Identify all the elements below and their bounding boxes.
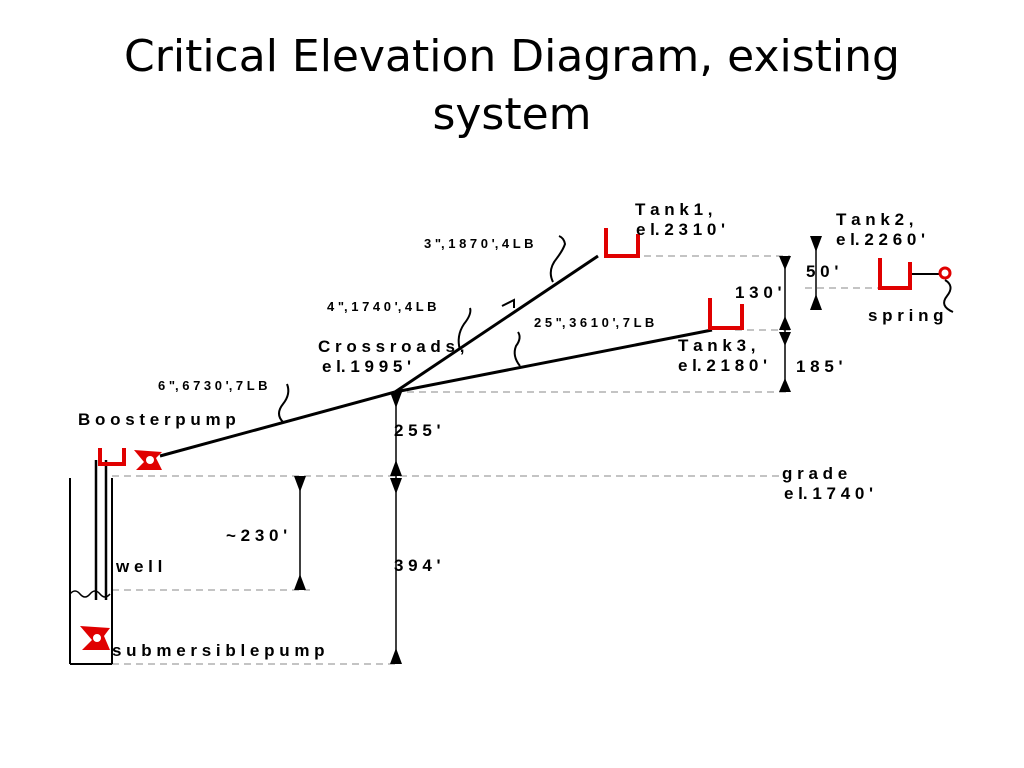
tank2-name: T a n k 2 , — [836, 210, 913, 229]
pipe1-note: 6 ", 6 7 3 0 ', 7 L B — [158, 378, 267, 393]
elevation-guides — [112, 255, 895, 665]
submersible-pump-label: s u b m e r s i b l e p u m p — [112, 641, 325, 660]
leader-pipe4 — [513, 331, 521, 367]
pipe3-note: 3 ", 1 8 7 0 ', 4 L B — [424, 236, 533, 251]
grade-label: g r a d e — [782, 464, 847, 483]
crossroads-name: C r o s s r o a d s , — [318, 337, 464, 356]
dimension-255: 2 5 5 ' — [394, 421, 441, 440]
title-line-2: system — [432, 89, 592, 140]
tank3-name: T a n k 3 , — [678, 336, 755, 355]
dimension-230: ~ 2 3 0 ' — [226, 526, 287, 545]
pipe-note-leaders — [278, 235, 954, 423]
submersible-pump-icon — [80, 626, 110, 650]
dimension-185: 1 8 5 ' — [796, 357, 843, 376]
dimension-lines — [294, 236, 822, 664]
tank3-elevation: e l. 2 1 8 0 ' — [678, 356, 767, 375]
title-line-1: Critical Elevation Diagram, existing — [124, 31, 900, 82]
pipe2-note: 4 ", 1 7 4 0 ', 4 L B — [327, 299, 436, 314]
pipe4-note: 2 5 ", 3 6 1 0 ', 7 L B — [534, 315, 654, 330]
leader-pipe1 — [278, 383, 290, 423]
leader-pipe2 — [457, 307, 472, 351]
leader-spring — [943, 279, 954, 313]
spring-valve-icon — [938, 266, 952, 280]
pipe-booster-to-crossroads — [159, 390, 396, 458]
leader-pipe3 — [549, 235, 567, 283]
pipes — [159, 254, 945, 458]
crossroads-elevation: e l. 1 9 9 5 ' — [322, 357, 411, 376]
booster-pump-icon — [134, 450, 162, 470]
slide-title: Critical Elevation Diagram, existing sys… — [0, 28, 1024, 144]
grade-elevation: e l. 1 7 4 0 ' — [784, 484, 873, 503]
tee-mark — [501, 298, 515, 308]
well-shaft — [69, 460, 113, 665]
booster-pump-label: B o o s t e r p u m p — [78, 410, 236, 429]
pipe-crossroads-to-tank1 — [394, 254, 599, 394]
dimension-50: 5 0 ' — [806, 262, 838, 281]
booster-tank-icon — [98, 448, 126, 466]
spring-label: s p r i n g — [868, 306, 944, 325]
dimension-394: 3 9 4 ' — [394, 556, 441, 575]
tank2-elevation: e l. 2 2 6 0 ' — [836, 230, 925, 249]
tank-3-icon — [708, 298, 744, 330]
well-label: w e l l — [115, 557, 162, 576]
tank-2-icon — [878, 258, 912, 290]
tank1-name: T a n k 1 , — [635, 200, 712, 219]
tank-1-icon — [604, 228, 640, 258]
dimension-130: 1 3 0 ' — [735, 283, 782, 302]
tank1-elevation: e l. 2 3 1 0 ' — [636, 220, 725, 239]
pipe-crossroads-to-tank3 — [394, 328, 713, 394]
